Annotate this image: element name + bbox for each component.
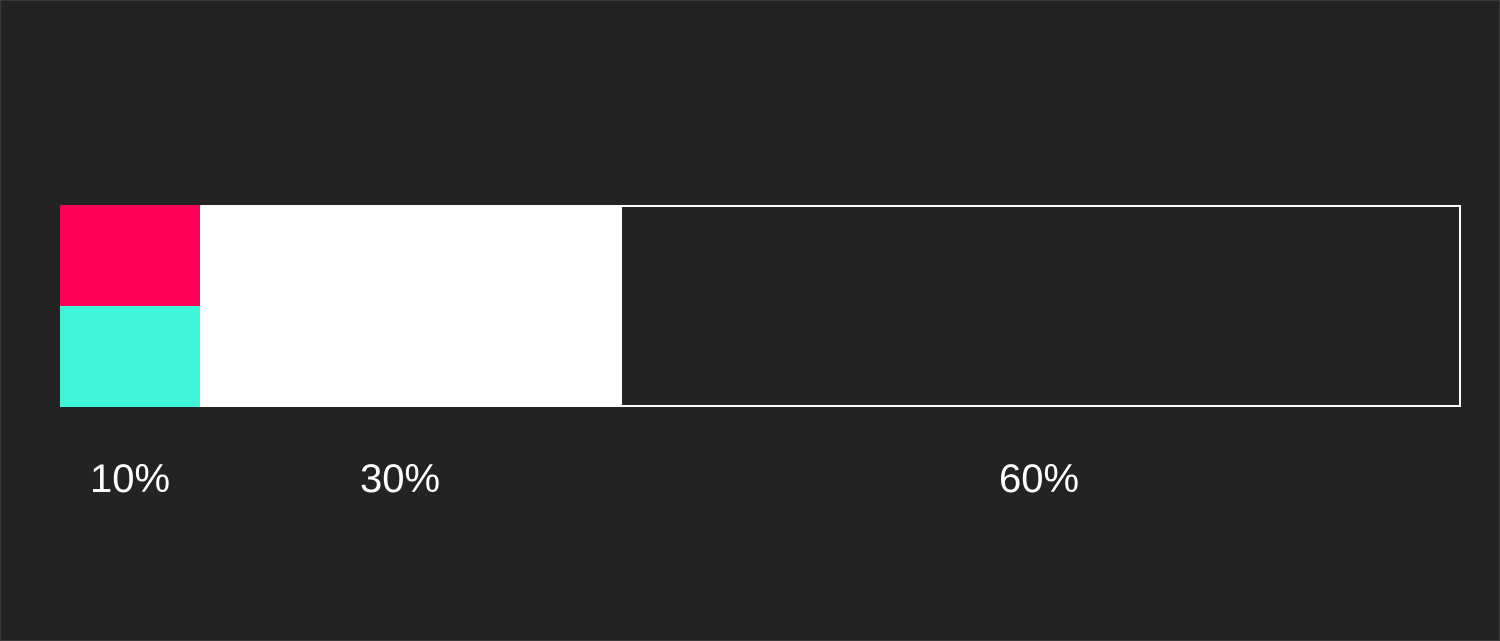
proportion-bar: [60, 205, 1461, 407]
segment-30-percent: [200, 205, 620, 407]
segment-10-bottom-block: [60, 306, 200, 407]
label-30-percent: 30%: [360, 457, 441, 501]
label-10-percent: 10%: [90, 457, 171, 501]
segment-10-percent: [60, 205, 200, 407]
segment-10-top-block: [60, 205, 200, 306]
segment-60-percent: [620, 205, 1461, 407]
label-60-percent: 60%: [999, 457, 1080, 501]
